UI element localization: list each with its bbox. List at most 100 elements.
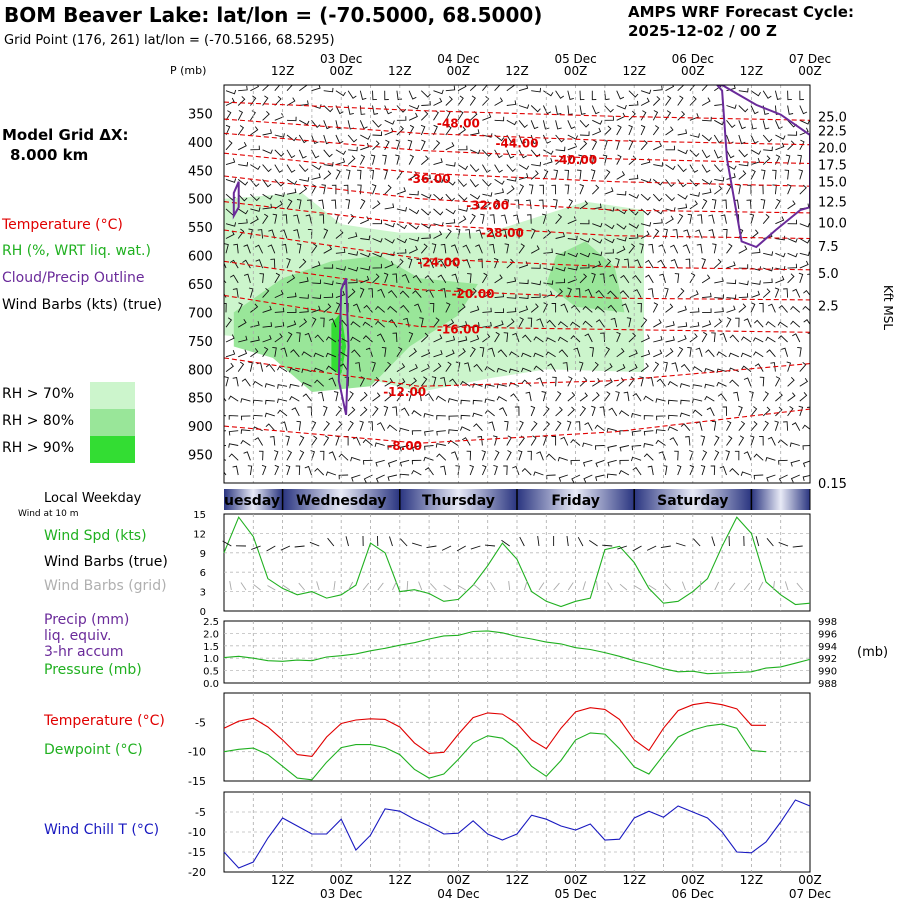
wind-barb bbox=[726, 120, 736, 129]
wind-barb bbox=[225, 334, 235, 343]
wind-barb bbox=[237, 110, 244, 121]
wind-barb bbox=[725, 450, 730, 461]
wind-barb bbox=[807, 332, 810, 334]
wind-barb bbox=[224, 397, 227, 402]
wind-barb bbox=[787, 140, 795, 151]
wind-barb bbox=[589, 346, 595, 357]
wind-barb bbox=[304, 465, 312, 476]
grid-wind-barb bbox=[582, 581, 586, 591]
wind-barb bbox=[774, 420, 779, 431]
wind-barb bbox=[323, 87, 334, 93]
wind-barb bbox=[259, 273, 264, 283]
wind-barb bbox=[647, 465, 654, 476]
wind-barb bbox=[420, 110, 429, 121]
wind-barb bbox=[237, 96, 246, 106]
wind-barb bbox=[640, 317, 648, 328]
wind-barb bbox=[408, 331, 414, 343]
wind-barb bbox=[657, 259, 666, 269]
wind-barb bbox=[652, 125, 660, 136]
wind-barb bbox=[372, 140, 380, 151]
wind-barb bbox=[674, 450, 679, 461]
wind-barb bbox=[689, 290, 699, 299]
wind-barb bbox=[604, 363, 613, 372]
wind-barb bbox=[778, 335, 788, 343]
legend-rh80-label: RH > 80% bbox=[2, 413, 75, 429]
wind-barb bbox=[376, 333, 386, 343]
wind-barb bbox=[546, 474, 556, 480]
wind-barb bbox=[665, 110, 672, 121]
wind-barb bbox=[713, 435, 720, 446]
wind-barb bbox=[536, 318, 544, 328]
wind-barb bbox=[250, 179, 260, 187]
wind-barb bbox=[647, 376, 654, 387]
wind-barb bbox=[604, 169, 611, 180]
precip-tick-label: 0.5 bbox=[203, 667, 219, 678]
wind-barb bbox=[557, 321, 569, 328]
wind-barb bbox=[467, 273, 472, 283]
rh-region-90 bbox=[331, 312, 347, 375]
precip-tick-label: 1.0 bbox=[203, 654, 219, 665]
wind-barb bbox=[799, 90, 804, 101]
wind-barb bbox=[607, 304, 618, 313]
wind-barb bbox=[240, 439, 251, 446]
wind-barb bbox=[743, 318, 752, 328]
wind-barb bbox=[606, 473, 617, 479]
wind-barb bbox=[506, 294, 517, 299]
wind-barb bbox=[702, 188, 712, 195]
wind-barb bbox=[567, 142, 577, 151]
wind-barb bbox=[426, 259, 434, 269]
wind-barb bbox=[396, 116, 407, 121]
wind-barb bbox=[787, 238, 798, 243]
wind-barb bbox=[628, 174, 639, 180]
top-hour-label: 00Z bbox=[798, 64, 822, 78]
wind-barb bbox=[799, 127, 809, 136]
wind-barb bbox=[763, 251, 774, 256]
wind-barb bbox=[685, 435, 691, 446]
wind-barb bbox=[616, 236, 627, 242]
surface-wind-barb bbox=[412, 542, 422, 547]
wind-barb bbox=[689, 464, 695, 476]
wind-chill-label: Wind Chill T (°C) bbox=[44, 822, 160, 838]
wind-barb bbox=[431, 243, 437, 254]
wind-barb bbox=[460, 380, 471, 387]
wind-barb bbox=[484, 366, 495, 372]
wind-barb bbox=[360, 235, 371, 241]
wind-barb bbox=[482, 133, 493, 138]
wind-barb bbox=[360, 266, 371, 271]
wind-barb bbox=[738, 293, 749, 299]
wind-barb bbox=[575, 421, 581, 431]
wind-barb bbox=[482, 95, 490, 106]
wind-barb bbox=[363, 474, 373, 483]
wind-barb bbox=[470, 305, 480, 313]
wind-barb bbox=[506, 85, 515, 92]
wind-barb bbox=[289, 367, 300, 373]
wind-barb bbox=[298, 149, 307, 159]
wind-barb bbox=[269, 435, 276, 446]
wind-barb bbox=[293, 229, 300, 239]
wind-barb bbox=[370, 154, 376, 165]
wind-barb bbox=[420, 124, 426, 136]
wind-barb bbox=[633, 259, 642, 269]
weekday-segment bbox=[634, 489, 752, 510]
y-tick-label: -20 bbox=[188, 866, 206, 879]
wind-barb bbox=[250, 145, 260, 151]
wind-barb bbox=[619, 445, 629, 452]
wind-barb bbox=[248, 287, 254, 298]
wind-barb bbox=[536, 377, 544, 387]
wind-barb bbox=[645, 259, 654, 269]
wind-barb bbox=[424, 430, 434, 436]
wind-barb bbox=[237, 318, 247, 328]
wind-barb bbox=[714, 177, 725, 182]
wind-barb bbox=[319, 450, 325, 461]
wind-barb bbox=[567, 105, 573, 115]
wind-barb bbox=[359, 120, 368, 130]
wind-barb bbox=[319, 214, 325, 224]
wind-barb bbox=[677, 464, 682, 476]
wind-barb bbox=[775, 406, 783, 417]
wind-barb bbox=[543, 90, 554, 97]
y-tick-label: -15 bbox=[188, 775, 206, 788]
wind-barb bbox=[445, 218, 456, 225]
wind-barb bbox=[683, 229, 691, 239]
wind-barb bbox=[555, 251, 566, 256]
wind-barb bbox=[293, 214, 300, 224]
